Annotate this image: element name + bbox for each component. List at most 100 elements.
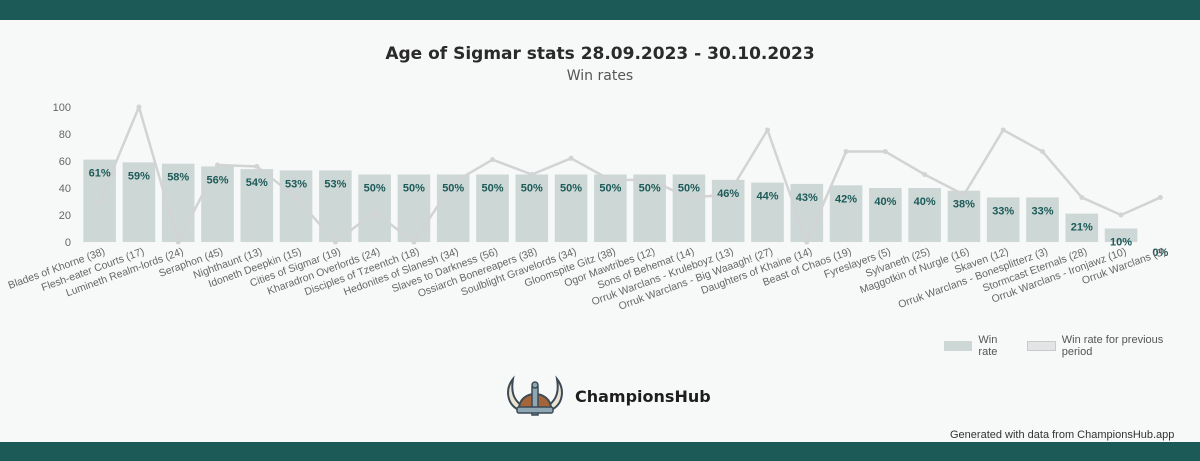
bar <box>672 174 706 242</box>
bar <box>711 179 745 242</box>
bar-value-label: 38% <box>953 199 975 211</box>
previous-period-point <box>490 157 495 163</box>
bar-value-label: 50% <box>403 183 425 195</box>
previous-period-point <box>1000 127 1006 133</box>
y-tick-label: 0 <box>65 237 71 249</box>
bar <box>947 190 981 242</box>
viking-helmet-icon <box>507 375 563 416</box>
previous-period-point <box>765 127 770 133</box>
previous-period-point <box>1118 212 1124 218</box>
previous-period-point <box>1040 149 1045 155</box>
previous-period-point <box>843 149 849 155</box>
bar <box>201 166 234 242</box>
top-bar <box>0 0 1200 20</box>
y-tick-label: 20 <box>59 210 71 222</box>
footer-note: Generated with data from ChampionsHub.ap… <box>950 429 1175 441</box>
bar <box>594 174 627 242</box>
bar <box>436 174 470 242</box>
legend-label-current: Win rate <box>978 334 998 358</box>
previous-period-point <box>332 239 338 245</box>
bar-value-label: 50% <box>678 183 700 195</box>
previous-period-point <box>372 209 378 215</box>
bar-value-label: 61% <box>89 168 111 180</box>
previous-period-point <box>607 177 613 183</box>
previous-period-point <box>175 239 181 245</box>
bar <box>1104 228 1138 242</box>
bar-value-label: 59% <box>128 170 150 182</box>
previous-period-point <box>804 239 810 245</box>
bar <box>751 182 784 242</box>
bar-value-label: 0% <box>1152 247 1168 259</box>
bar <box>986 197 1020 242</box>
previous-period-point <box>1079 194 1085 200</box>
bar-value-label: 53% <box>324 178 346 190</box>
bar-value-label: 50% <box>364 183 386 195</box>
previous-period-point <box>725 192 731 198</box>
chart-title: Age of Sigmar stats 28.09.2023 - 30.10.2… <box>385 44 815 64</box>
chart: 0 20 40 60 80 100 61% 59% 58% 56% 54% 53% 53% 50% 50% 5… <box>7 102 1169 313</box>
bar <box>358 174 391 242</box>
previous-period-line <box>98 105 1161 244</box>
bar <box>869 188 902 242</box>
legend-item-previous[interactable]: Win rate for previous period <box>1027 334 1190 358</box>
bar-value-label: 42% <box>835 193 857 205</box>
bar-value-label: 40% <box>914 196 936 208</box>
bar <box>122 162 156 242</box>
legend-item-current[interactable]: Win rate <box>944 334 1017 358</box>
bar-value-label: 21% <box>1071 222 1093 234</box>
y-tick-label: 100 <box>53 102 71 114</box>
previous-period-point <box>961 192 967 198</box>
previous-period-point <box>97 199 103 204</box>
previous-period-point <box>215 162 220 168</box>
bar-value-label: 54% <box>246 177 268 189</box>
legend-label-previous: Win rate for previous period <box>1061 334 1164 358</box>
bar <box>1026 197 1059 242</box>
legend: Win rate Win rate for previous period <box>944 334 1200 358</box>
bar-value-label: 33% <box>992 205 1014 217</box>
y-tick-label: 40 <box>59 183 71 195</box>
legend-swatch-current <box>944 341 973 351</box>
bottom-bar <box>0 442 1200 461</box>
chart-subtitle: Win rates <box>566 68 634 84</box>
previous-period-point <box>686 194 692 200</box>
bar <box>476 174 509 242</box>
bar-value-label: 50% <box>639 183 661 195</box>
bar <box>515 174 549 242</box>
y-tick-label: 80 <box>59 129 71 141</box>
previous-period-point <box>1157 194 1163 200</box>
bar-value-label: 56% <box>206 174 228 186</box>
previous-period-point <box>882 149 888 155</box>
previous-period-point <box>922 172 928 177</box>
previous-period-point <box>136 104 142 110</box>
bar-value-label: 44% <box>756 191 778 203</box>
previous-period-point <box>647 177 653 183</box>
bar-value-label: 33% <box>1031 205 1053 217</box>
logo-text: ChampionsHub <box>575 386 711 406</box>
legend-swatch-previous <box>1027 341 1056 351</box>
previous-period-point <box>529 172 535 177</box>
bar <box>240 169 274 242</box>
bar <box>829 185 863 242</box>
bar-value-label: 50% <box>560 183 582 195</box>
bar-value-label: 50% <box>481 183 503 195</box>
previous-period-point <box>411 239 417 245</box>
bar <box>397 174 431 242</box>
bar-value-label: 58% <box>167 172 189 184</box>
logo: ChampionsHub <box>503 371 711 421</box>
bar-value-label: 50% <box>599 183 621 195</box>
previous-period-point <box>254 163 260 169</box>
bar-value-label: 50% <box>521 183 543 195</box>
bar-value-label: 10% <box>1110 237 1132 249</box>
bar-value-label: 40% <box>874 196 896 208</box>
previous-period-point <box>450 180 456 186</box>
bar-value-label: 53% <box>285 178 307 190</box>
bar-value-label: 46% <box>717 188 739 200</box>
previous-period-point <box>293 194 299 200</box>
bar <box>554 174 588 242</box>
bar <box>1065 213 1099 242</box>
bar-value-label: 43% <box>796 192 818 204</box>
previous-period-point <box>568 155 574 161</box>
bar <box>908 188 941 242</box>
bar-value-label: 50% <box>442 183 464 195</box>
bar <box>279 170 313 242</box>
